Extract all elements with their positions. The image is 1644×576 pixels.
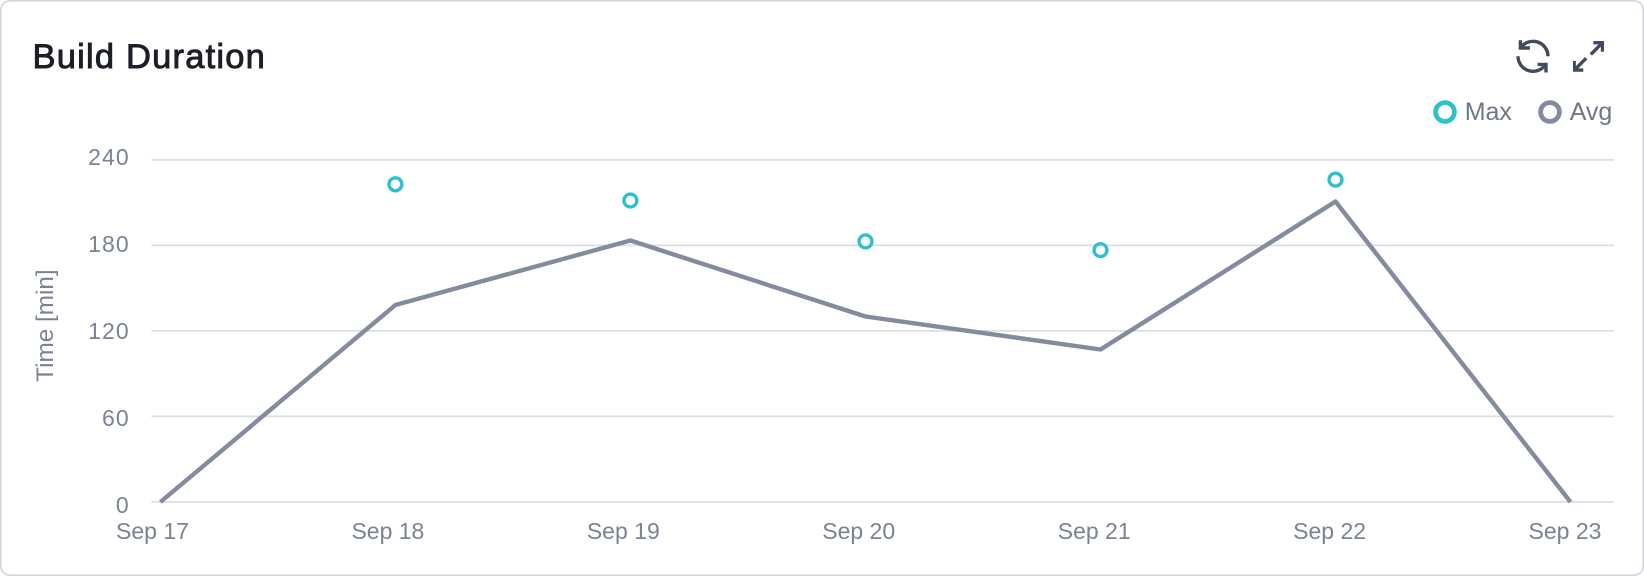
svg-text:Sep 23: Sep 23 [1529, 518, 1602, 544]
svg-text:Time [min]: Time [min] [32, 269, 59, 382]
svg-text:Sep 21: Sep 21 [1058, 518, 1131, 544]
svg-text:60: 60 [102, 405, 130, 431]
svg-text:0: 0 [116, 492, 130, 518]
svg-text:Sep 18: Sep 18 [351, 518, 424, 544]
svg-text:Sep 17: Sep 17 [116, 518, 189, 544]
svg-text:Sep 19: Sep 19 [587, 518, 660, 544]
svg-text:240: 240 [88, 144, 130, 170]
svg-text:180: 180 [88, 231, 130, 257]
svg-text:Sep 22: Sep 22 [1293, 518, 1366, 544]
svg-text:120: 120 [88, 318, 130, 344]
svg-text:Sep 20: Sep 20 [822, 518, 895, 544]
